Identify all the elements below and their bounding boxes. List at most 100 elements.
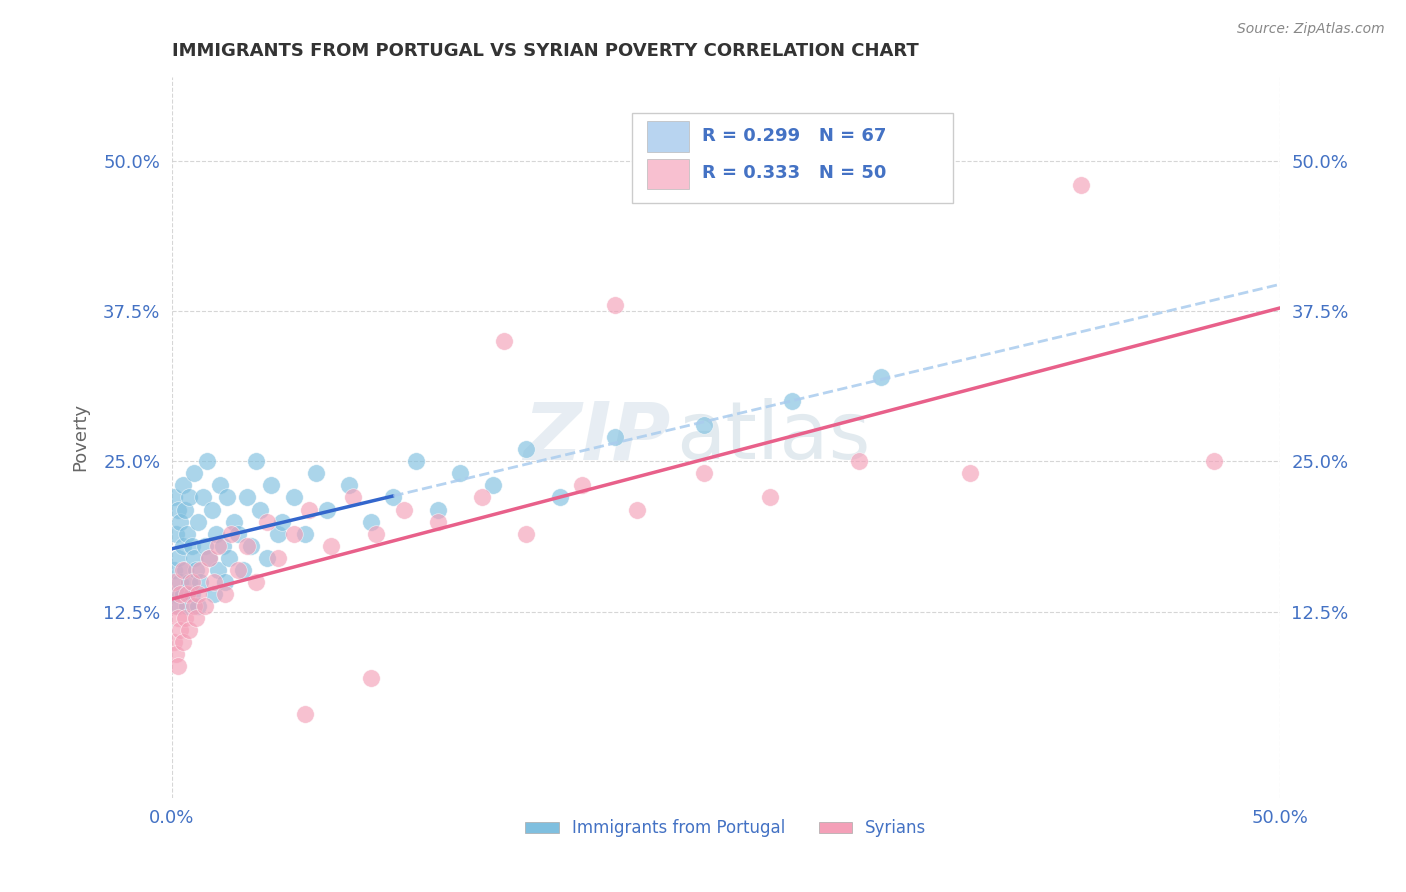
Point	[494, 334, 516, 348]
Point	[337, 478, 360, 492]
Point	[176, 587, 198, 601]
Point	[218, 550, 240, 565]
Point	[1202, 454, 1225, 468]
Point	[360, 515, 382, 529]
Point	[221, 526, 243, 541]
Point	[184, 611, 207, 625]
Point	[183, 599, 205, 613]
Point	[236, 539, 259, 553]
Point	[870, 370, 893, 384]
Point	[169, 574, 191, 589]
FancyBboxPatch shape	[647, 121, 689, 152]
Point	[169, 515, 191, 529]
Point	[267, 526, 290, 541]
Point	[174, 563, 197, 577]
Point	[202, 587, 225, 601]
Point	[394, 502, 416, 516]
Text: R = 0.333   N = 50: R = 0.333 N = 50	[702, 164, 886, 182]
Point	[515, 526, 537, 541]
Point	[190, 574, 212, 589]
Point	[174, 611, 197, 625]
Point	[167, 611, 190, 625]
Point	[179, 623, 201, 637]
Point	[184, 563, 207, 577]
Point	[222, 515, 245, 529]
Point	[426, 515, 449, 529]
Text: R = 0.299   N = 67: R = 0.299 N = 67	[702, 127, 886, 145]
Point	[426, 502, 449, 516]
Point	[190, 563, 212, 577]
Point	[174, 502, 197, 516]
Point	[167, 550, 190, 565]
Point	[215, 491, 238, 505]
Point	[364, 526, 387, 541]
Point	[232, 563, 254, 577]
Point	[256, 550, 278, 565]
Point	[226, 563, 249, 577]
Point	[198, 550, 221, 565]
Point	[163, 491, 186, 505]
Point	[179, 491, 201, 505]
Point	[165, 647, 187, 661]
Point	[163, 563, 186, 577]
Point	[198, 550, 221, 565]
Text: IMMIGRANTS FROM PORTUGAL VS SYRIAN POVERTY CORRELATION CHART: IMMIGRANTS FROM PORTUGAL VS SYRIAN POVER…	[172, 42, 918, 60]
Point	[283, 491, 305, 505]
Text: ZIP: ZIP	[523, 399, 671, 476]
Legend: Immigrants from Portugal, Syrians: Immigrants from Portugal, Syrians	[519, 813, 934, 844]
Point	[209, 478, 232, 492]
Point	[245, 454, 267, 468]
Point	[163, 574, 186, 589]
FancyBboxPatch shape	[631, 112, 953, 202]
Point	[167, 502, 190, 516]
Point	[207, 539, 229, 553]
Point	[294, 706, 316, 721]
Point	[693, 467, 716, 481]
Point	[207, 563, 229, 577]
Point	[245, 574, 267, 589]
Point	[260, 478, 283, 492]
Point	[449, 467, 471, 481]
Point	[271, 515, 294, 529]
Point	[187, 587, 209, 601]
Point	[176, 526, 198, 541]
Point	[226, 526, 249, 541]
Y-axis label: Poverty: Poverty	[72, 403, 89, 472]
Point	[626, 502, 648, 516]
Point	[200, 502, 222, 516]
Point	[315, 502, 337, 516]
Point	[693, 418, 716, 433]
Point	[294, 526, 316, 541]
Point	[187, 515, 209, 529]
Point	[205, 526, 228, 541]
Text: atlas: atlas	[676, 399, 870, 476]
Point	[548, 491, 571, 505]
Point	[172, 587, 194, 601]
Point	[382, 491, 405, 505]
Point	[249, 502, 271, 516]
Point	[256, 515, 278, 529]
Point	[165, 599, 187, 613]
Point	[298, 502, 321, 516]
Text: Source: ZipAtlas.com: Source: ZipAtlas.com	[1237, 22, 1385, 37]
Point	[194, 599, 217, 613]
Point	[167, 599, 190, 613]
Point	[191, 491, 214, 505]
Point	[179, 574, 201, 589]
Point	[959, 467, 981, 481]
Point	[163, 635, 186, 649]
Point	[214, 587, 236, 601]
Point	[172, 563, 194, 577]
Point	[321, 539, 343, 553]
Point	[848, 454, 870, 468]
Point	[405, 454, 427, 468]
Point	[172, 635, 194, 649]
Point	[180, 587, 202, 601]
Point	[603, 298, 626, 312]
Point	[183, 550, 205, 565]
Point	[183, 467, 205, 481]
Point	[211, 539, 233, 553]
Point	[172, 478, 194, 492]
Point	[471, 491, 494, 505]
Point	[236, 491, 259, 505]
